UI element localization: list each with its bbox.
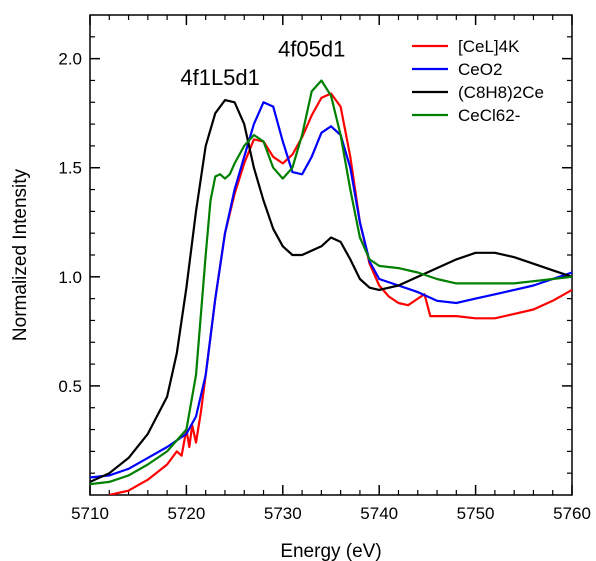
series-layer bbox=[90, 79, 572, 495]
y-tick-label: 0.5 bbox=[58, 377, 82, 396]
x-tick-label: 5710 bbox=[71, 504, 109, 523]
axis-ticks bbox=[89, 15, 573, 495]
x-tick-label: 5720 bbox=[167, 504, 205, 523]
y-tick-label: 1.5 bbox=[58, 159, 82, 178]
series-line-2 bbox=[90, 98, 572, 483]
x-tick-label: 5750 bbox=[457, 504, 495, 523]
legend-label: CeO2 bbox=[458, 60, 502, 79]
series-line-3 bbox=[90, 79, 572, 486]
y-tick-label: 1.0 bbox=[58, 268, 82, 287]
legend-label: CeCl62- bbox=[458, 106, 520, 125]
x-tick-label: 5760 bbox=[553, 504, 591, 523]
legend-label: [CeL]4K bbox=[458, 37, 520, 56]
x-tick-label: 5730 bbox=[264, 504, 302, 523]
peak-annotation: 4f1L5d1 bbox=[180, 65, 260, 90]
tick-labels: 5710 5720 5730 5740 5750 5760 0.5 1.0 1.5 2.0 bbox=[58, 50, 591, 523]
series-line-1 bbox=[90, 101, 572, 479]
peak-annotation: 4f05d1 bbox=[278, 36, 345, 61]
y-tick-label: 2.0 bbox=[58, 50, 82, 69]
legend: [CeL]4K CeO2 (C8H8)2Ce CeCl62- bbox=[412, 37, 544, 125]
series-line-0 bbox=[109, 92, 572, 495]
annotations: 4f1L5d1 4f05d1 bbox=[180, 36, 345, 89]
x-axis-label: Energy (eV) bbox=[280, 541, 381, 561]
legend-label: (C8H8)2Ce bbox=[458, 83, 544, 102]
x-tick-label: 5740 bbox=[360, 504, 398, 523]
y-axis-label: Normalized Intensity bbox=[10, 168, 31, 341]
